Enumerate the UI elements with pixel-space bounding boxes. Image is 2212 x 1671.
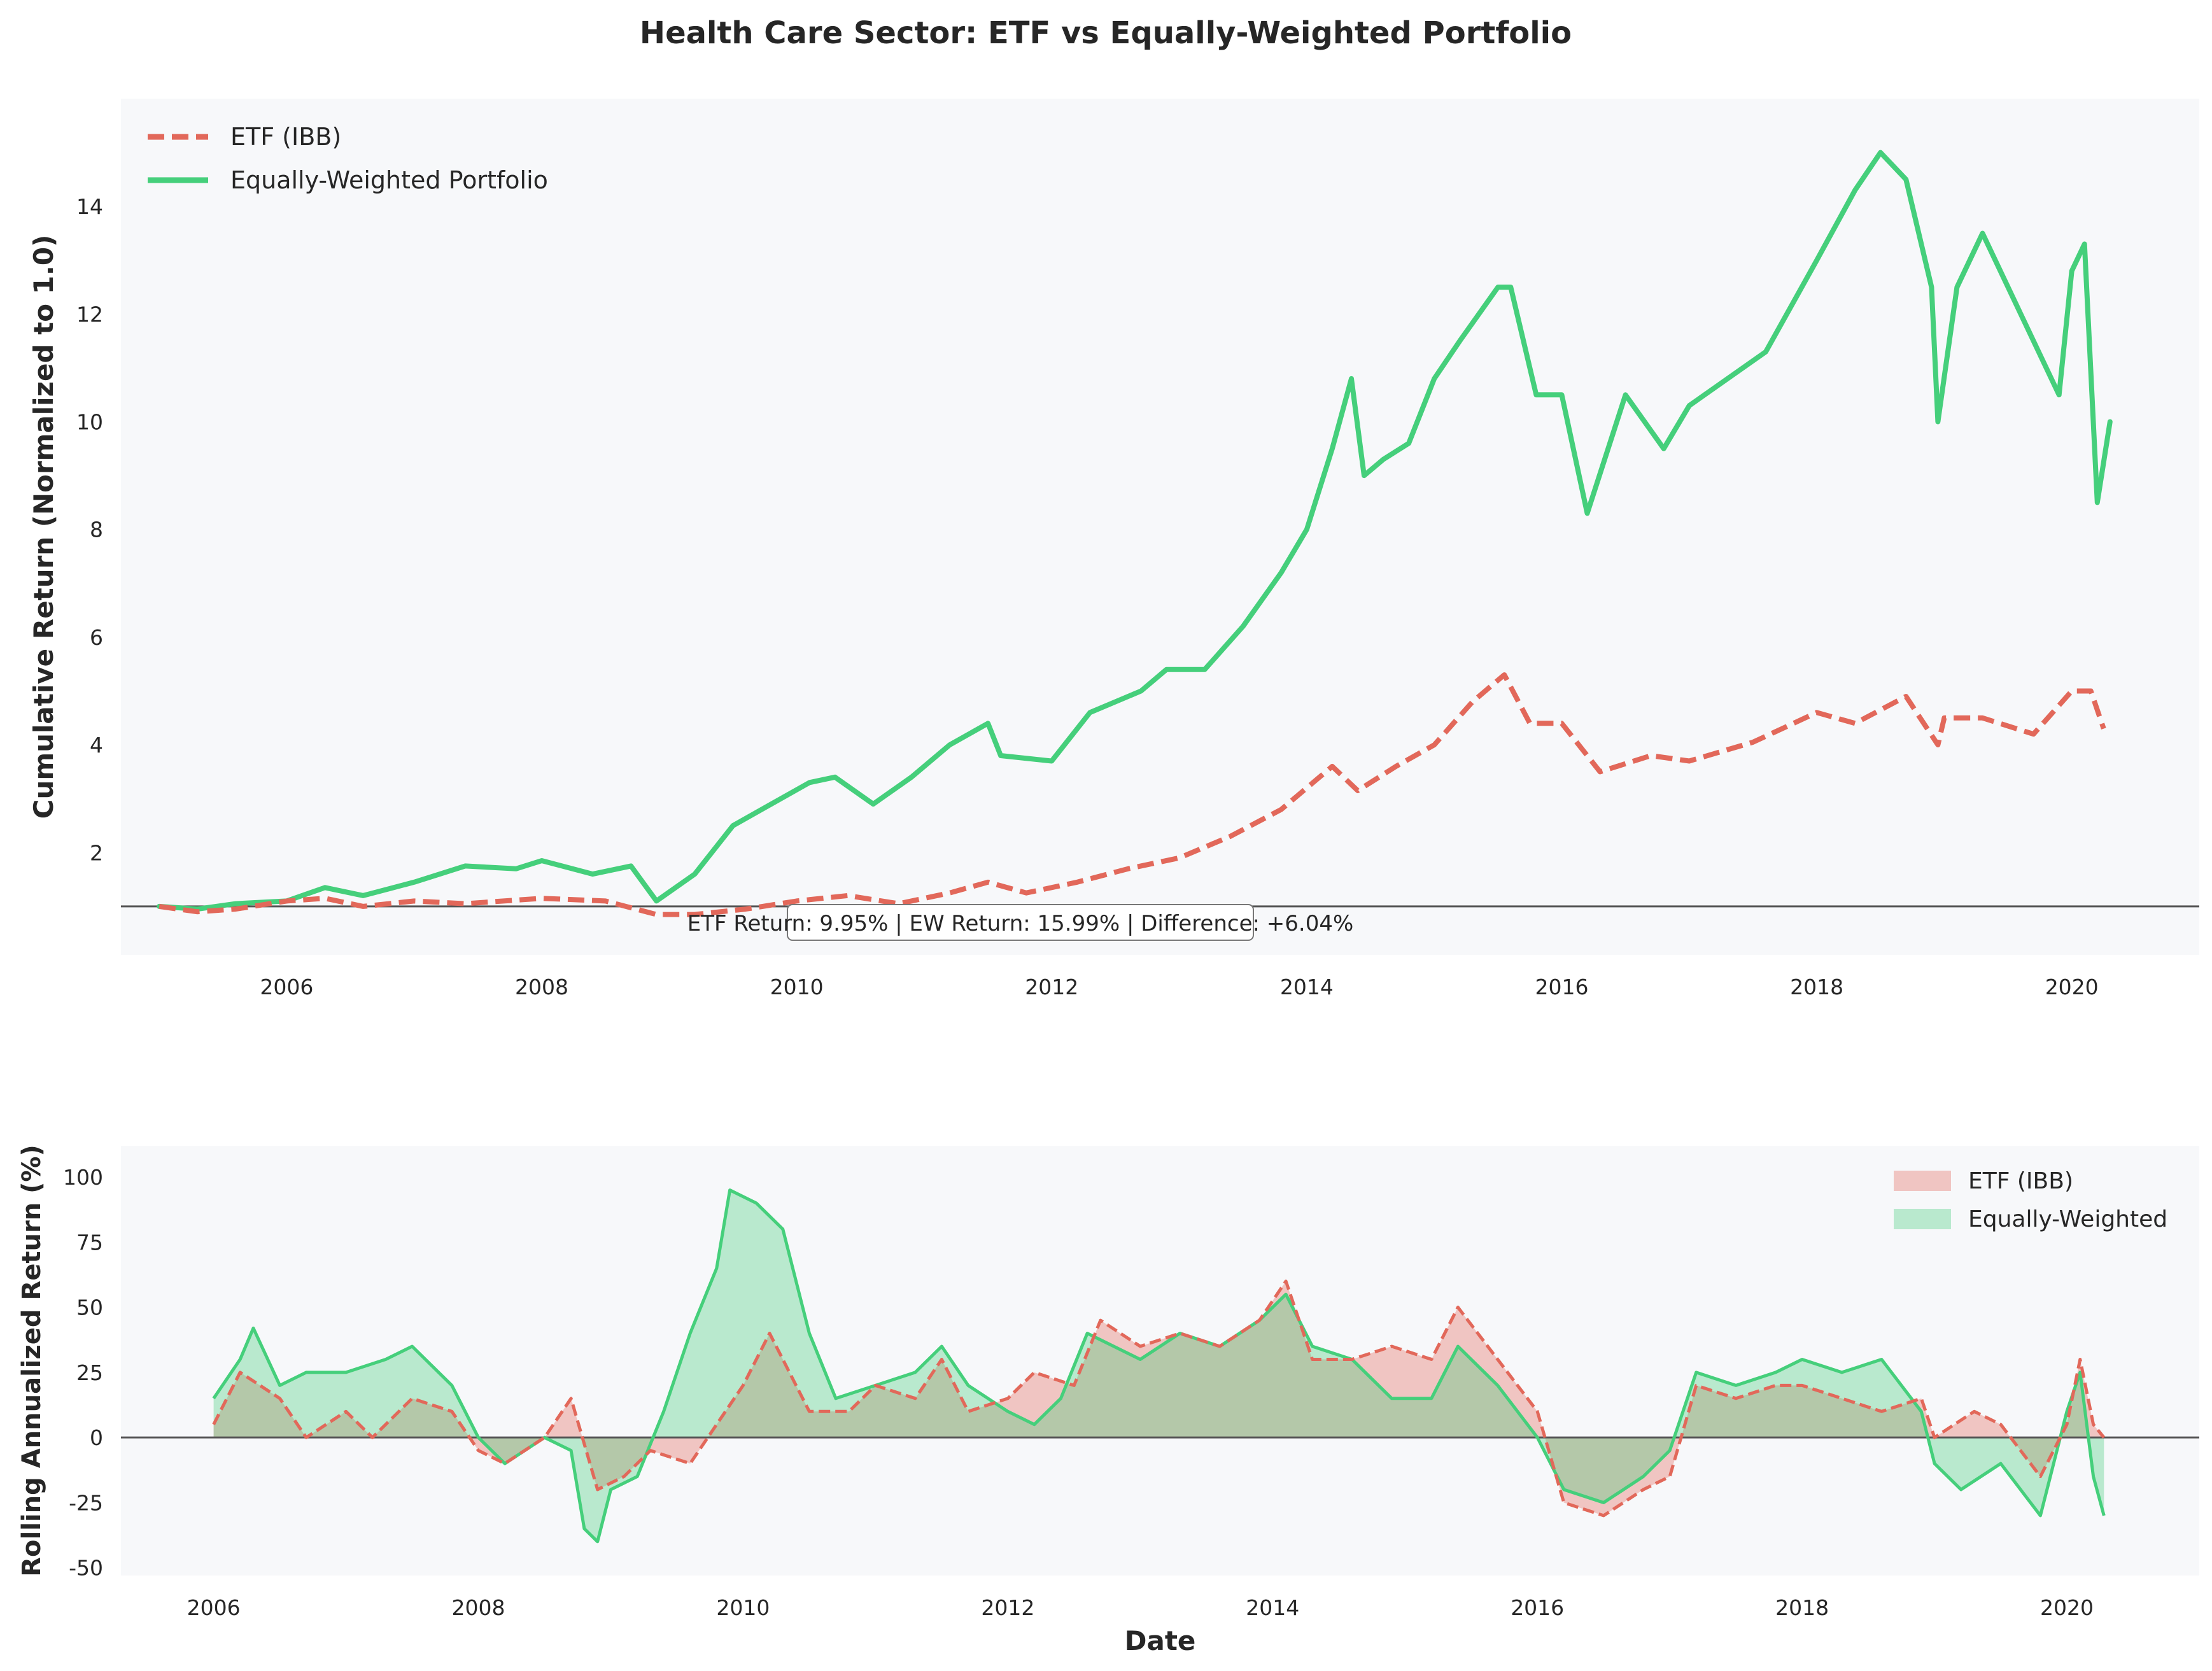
x-tick-label: 2018 [1790, 975, 1843, 999]
top-y-axis-label: Cumulative Return (Normalized to 1.0) [28, 235, 59, 819]
legend-label: ETF (IBB) [1968, 1168, 2073, 1194]
ew-series-line [157, 150, 2113, 912]
return-annotation: ETF Return: 9.95% | EW Return: 15.99% | … [687, 904, 1354, 941]
x-tick-label: 2012 [981, 1595, 1034, 1620]
x-tick-label: 2020 [2040, 1595, 2094, 1620]
etf-series-line [159, 672, 2106, 917]
x-tick-label: 2010 [716, 1595, 770, 1620]
y-tick-label: 75 [76, 1230, 103, 1255]
y-tick-label: 2 [90, 840, 103, 865]
x-tick-label: 2018 [1775, 1595, 1829, 1620]
y-tick-label: 25 [76, 1360, 103, 1385]
y-tick-label: 12 [76, 302, 103, 327]
y-tick-label: 4 [90, 733, 103, 758]
y-tick-label: 50 [76, 1295, 103, 1320]
x-tick-label: 2014 [1280, 975, 1334, 999]
y-tick-label: 14 [76, 194, 103, 219]
y-tick-label: -25 [69, 1490, 103, 1515]
x-tick-label: 2006 [187, 1595, 241, 1620]
cumulative-return-panel: 2006 2008 2010 2012 2014 2016 2018 2020 2 4 6 8 10 1… [28, 99, 2199, 999]
x-tick-label: 2020 [2045, 975, 2099, 999]
x-tick-label: 2008 [452, 1595, 505, 1620]
etf-area-fill [213, 1281, 2104, 1516]
bottom-legend: ETF (IBB) Equally-Weighted [1894, 1168, 2167, 1232]
legend-label: ETF (IBB) [230, 123, 341, 151]
x-tick-label: 2016 [1511, 1595, 1564, 1620]
y-tick-label: 8 [90, 518, 103, 542]
x-tick-label: 2006 [260, 975, 313, 999]
x-tick-label: 2010 [770, 975, 824, 999]
bottom-series-lines [212, 1188, 2106, 1544]
top-x-tick-labels: 2006 2008 2010 2012 2014 2016 2018 2020 [260, 975, 2098, 999]
legend-swatch [1894, 1209, 1951, 1229]
y-tick-label: 10 [76, 410, 103, 435]
ew-area-fill [213, 1190, 2104, 1542]
bottom-plot-background [121, 1146, 2199, 1576]
y-tick-label: 0 [90, 1425, 103, 1450]
etf-rolling-line [212, 1280, 2106, 1518]
top-y-tick-labels: 2 4 6 8 10 12 14 [76, 194, 103, 865]
annotation-text: ETF Return: 9.95% | EW Return: 15.99% | … [687, 911, 1354, 936]
bottom-x-tick-labels: 2006 2008 2010 2012 2014 2016 2018 2020 [187, 1595, 2094, 1620]
rolling-return-panel: 2006 2008 2010 2012 2014 2016 2018 2020 -50 -25 0… [17, 1145, 2199, 1656]
top-plot-background [121, 99, 2199, 955]
ew-rolling-line [212, 1188, 2106, 1544]
top-legend: ETF (IBB) Equally-Weighted Portfolio [148, 123, 548, 194]
x-tick-label: 2012 [1025, 975, 1078, 999]
x-tick-label: 2014 [1246, 1595, 1299, 1620]
bottom-x-axis-label: Date [1125, 1625, 1196, 1656]
y-tick-label: 6 [90, 625, 103, 650]
figure-title: Health Care Sector: ETF vs Equally-Weigh… [640, 15, 1572, 51]
bottom-area-fills [213, 1190, 2104, 1542]
x-tick-label: 2016 [1535, 975, 1588, 999]
bottom-y-tick-labels: -50 -25 0 25 50 75 100 [63, 1165, 103, 1581]
top-series-lines [157, 150, 2113, 917]
legend-label: Equally-Weighted Portfolio [230, 166, 548, 194]
y-tick-label: 100 [63, 1165, 103, 1190]
legend-label: Equally-Weighted [1968, 1206, 2167, 1232]
x-tick-label: 2008 [515, 975, 568, 999]
y-tick-label: -50 [69, 1556, 103, 1581]
bottom-y-axis-label: Rolling Annualized Return (%) [17, 1145, 46, 1577]
legend-swatch [1894, 1171, 1951, 1191]
annotation-box [787, 904, 1254, 941]
